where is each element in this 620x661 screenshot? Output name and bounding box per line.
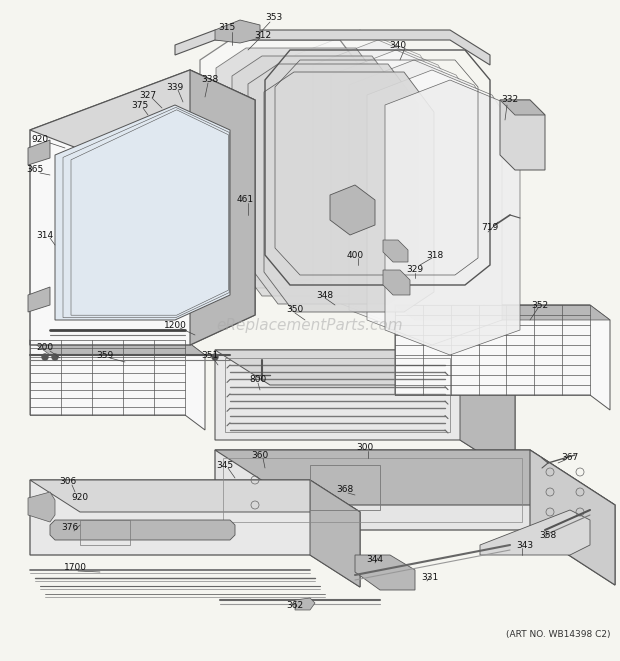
Text: 200: 200 [37,344,53,352]
Polygon shape [215,350,515,385]
Polygon shape [30,70,255,155]
Polygon shape [480,510,590,555]
Polygon shape [460,350,515,475]
Polygon shape [349,60,484,335]
Polygon shape [385,80,520,355]
Polygon shape [295,30,430,305]
Text: 359: 359 [96,350,113,360]
Text: 332: 332 [502,95,518,104]
Polygon shape [190,70,255,345]
Text: 375: 375 [131,100,149,110]
Polygon shape [28,140,50,165]
Polygon shape [200,40,370,280]
Polygon shape [30,70,255,345]
Text: 362: 362 [286,600,304,609]
Text: 360: 360 [251,451,268,459]
Text: 350: 350 [286,305,304,315]
Polygon shape [232,56,402,296]
Polygon shape [50,520,235,540]
Polygon shape [500,100,545,170]
Circle shape [52,354,58,360]
Polygon shape [395,305,610,320]
Polygon shape [530,450,615,585]
Text: 1700: 1700 [63,563,87,572]
Text: 368: 368 [337,485,353,494]
Text: 338: 338 [202,75,219,85]
Polygon shape [367,70,502,345]
Polygon shape [55,105,230,320]
Polygon shape [395,305,610,410]
Circle shape [212,354,218,360]
Polygon shape [28,492,55,522]
Text: (ART NO. WB14398 C2): (ART NO. WB14398 C2) [505,630,610,639]
Text: 367: 367 [561,453,578,461]
Text: 343: 343 [516,541,534,549]
Text: 719: 719 [481,223,498,233]
Polygon shape [310,480,360,587]
Text: 353: 353 [265,13,283,22]
Polygon shape [215,450,615,505]
Text: 920: 920 [71,494,89,502]
Text: 344: 344 [366,555,384,564]
Text: 352: 352 [531,301,549,309]
Polygon shape [175,30,490,65]
Text: 306: 306 [60,477,77,486]
Text: 340: 340 [389,40,407,50]
Polygon shape [330,185,375,235]
Text: 800: 800 [249,375,267,385]
Text: 358: 358 [539,531,557,539]
Polygon shape [264,72,434,312]
Polygon shape [215,20,260,43]
Polygon shape [30,480,360,512]
Circle shape [42,354,48,360]
Text: 315: 315 [218,24,236,32]
Text: 400: 400 [347,251,363,260]
Text: 351: 351 [202,350,219,360]
Text: 331: 331 [422,574,438,582]
Polygon shape [500,100,545,115]
Polygon shape [30,340,205,355]
Text: 348: 348 [316,290,334,299]
Text: 376: 376 [61,524,79,533]
Text: 345: 345 [216,461,234,469]
Polygon shape [216,48,386,288]
Polygon shape [215,350,515,475]
Text: 339: 339 [166,83,184,91]
Polygon shape [355,555,415,590]
Text: 461: 461 [236,196,254,204]
Text: 329: 329 [407,266,423,274]
Polygon shape [295,598,315,610]
Polygon shape [383,240,408,262]
Text: 920: 920 [32,136,48,145]
Polygon shape [248,64,418,304]
Text: 365: 365 [27,165,43,175]
Polygon shape [30,340,205,430]
Text: 1200: 1200 [164,321,187,329]
Polygon shape [383,270,410,295]
Text: 327: 327 [140,91,157,100]
Polygon shape [313,40,448,315]
Polygon shape [28,287,50,312]
Text: eReplacementParts.com: eReplacementParts.com [216,318,404,333]
Polygon shape [331,50,466,325]
Polygon shape [215,450,615,585]
Text: 314: 314 [37,231,53,239]
Text: 312: 312 [254,30,272,40]
Text: 300: 300 [356,444,374,453]
Polygon shape [30,480,360,587]
Text: 318: 318 [427,251,444,260]
